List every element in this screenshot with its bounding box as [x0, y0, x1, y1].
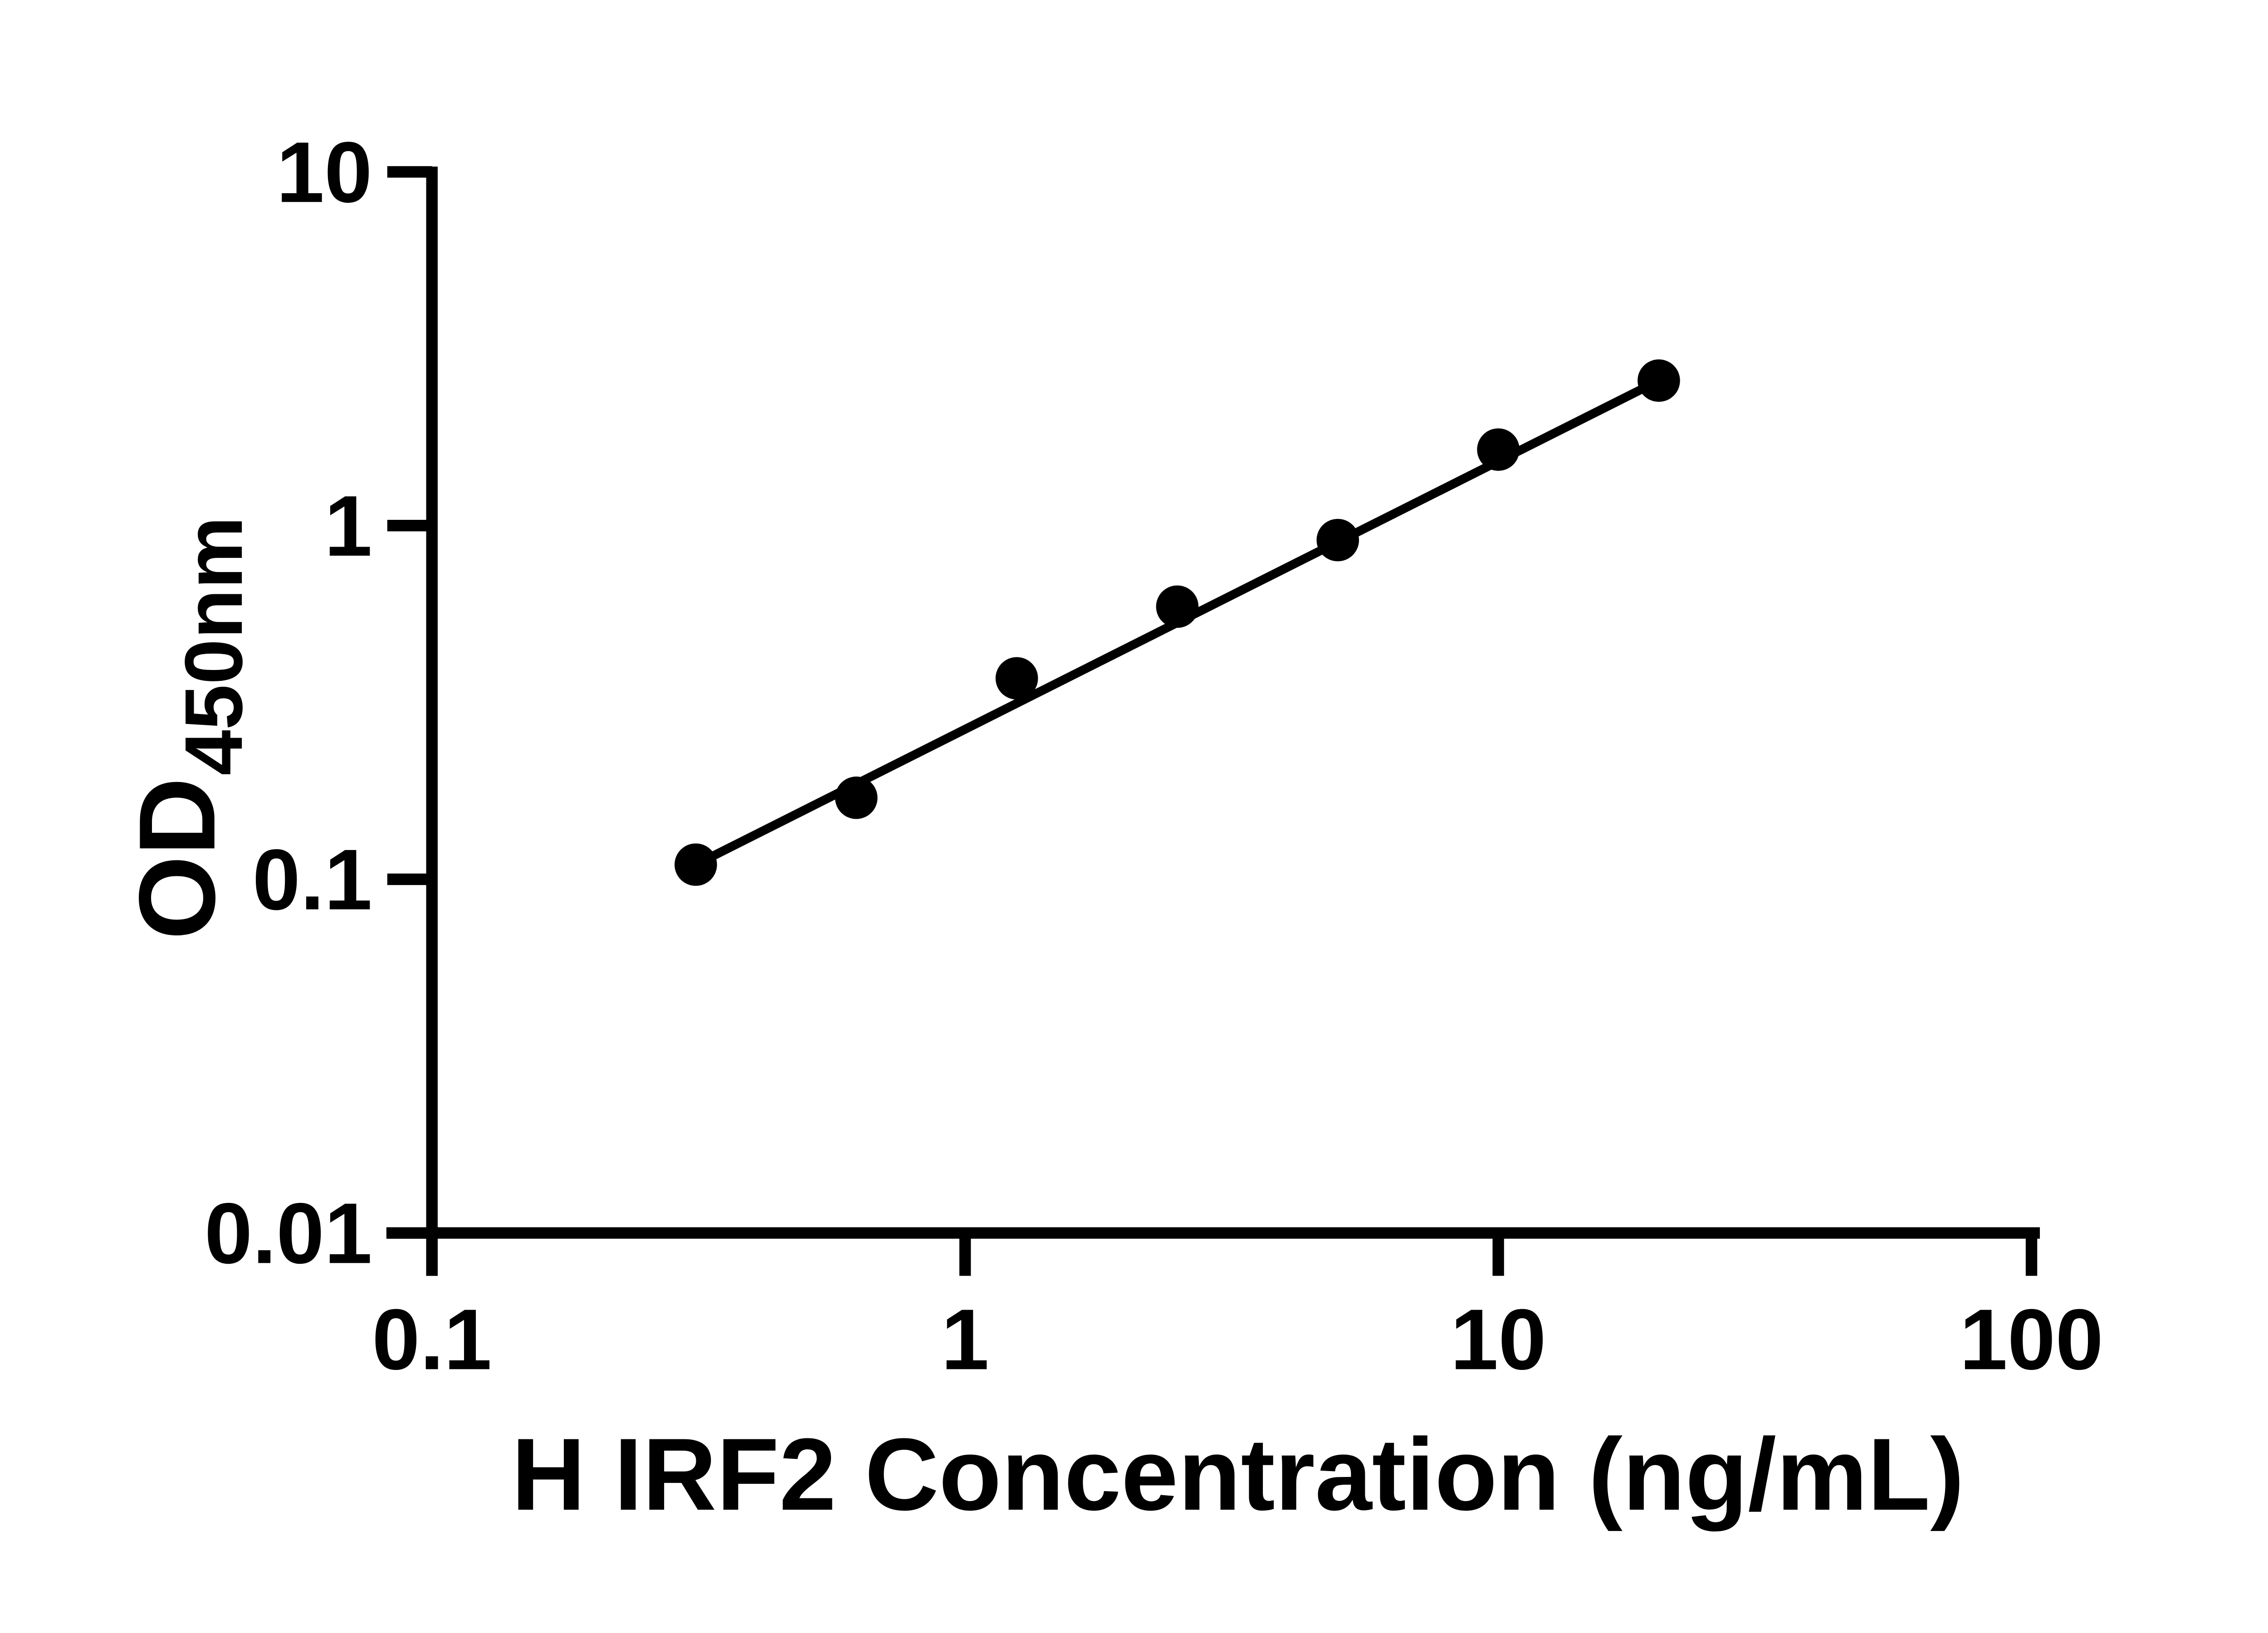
data-point: [995, 657, 1038, 700]
data-point: [1477, 428, 1520, 471]
y-axis-title-subscript: 450nm: [168, 516, 259, 775]
y-axis-title-main: OD: [117, 777, 238, 940]
y-tick-label: 0.1: [252, 832, 372, 928]
data-point: [1316, 518, 1359, 562]
x-tick-label: 10: [1450, 1291, 1546, 1388]
axes-group: [386, 166, 2040, 1276]
data-point: [675, 843, 717, 886]
tick-group: [387, 166, 2038, 1276]
x-tick-label: 0.1: [372, 1291, 492, 1388]
y-tick-label: 1: [324, 478, 372, 574]
data-points-group: [675, 359, 1680, 886]
x-tick-label: 100: [1960, 1291, 2103, 1388]
y-axis-title: OD 450nm: [117, 516, 259, 940]
y-tick-label: 10: [276, 124, 372, 220]
data-point: [835, 776, 878, 819]
x-tick-label: 1: [941, 1291, 989, 1388]
data-point: [1637, 359, 1680, 402]
y-tick-label: 0.01: [205, 1185, 372, 1281]
data-point: [1156, 585, 1199, 628]
x-axis-title: H IRF2 Concentration (ng/mL): [512, 1417, 1965, 1531]
